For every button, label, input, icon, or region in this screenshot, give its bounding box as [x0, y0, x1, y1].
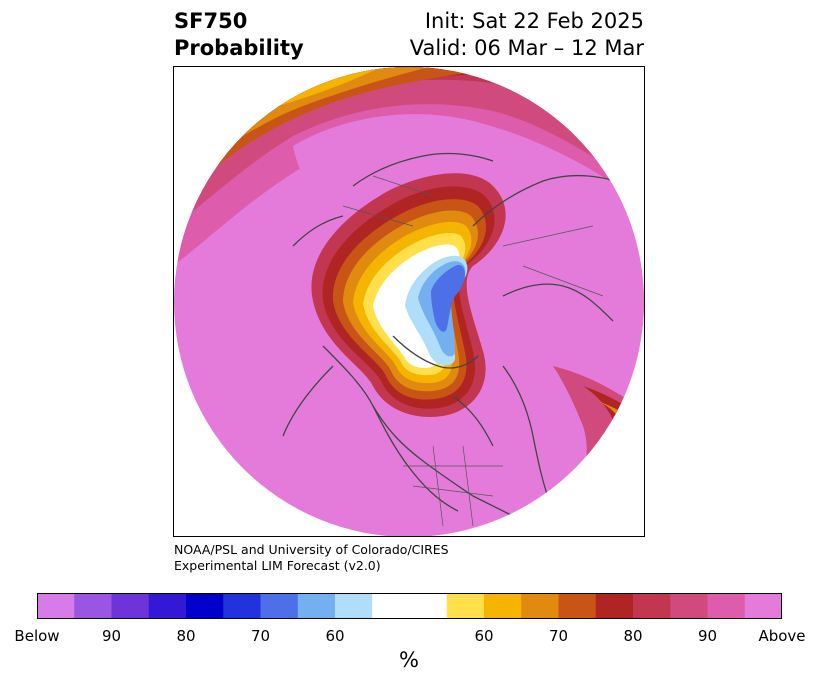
colorbar-tick-label: 70: [250, 627, 271, 645]
map-frame: [173, 66, 645, 537]
colorbar-tick-label: Above: [758, 627, 806, 645]
colorbar-segment: [521, 593, 559, 619]
colorbar-tick-label: 60: [474, 627, 494, 645]
colorbar-segment: [37, 593, 75, 619]
valid-range: Valid: 06 Mar – 12 Mar: [409, 36, 644, 60]
colorbar-tick-label: 70: [548, 627, 569, 645]
init-date: Init: Sat 22 Feb 2025: [424, 9, 644, 33]
colorbar-frame: [37, 593, 782, 619]
colorbar-tick-label: 60: [325, 627, 345, 645]
borders: [342, 175, 604, 527]
colorbar-segment: [297, 593, 336, 619]
title-variable: SF750: [174, 9, 248, 33]
colorbar-segment: [633, 593, 671, 619]
credit-line-1: NOAA/PSL and University of Colorado/CIRE…: [174, 542, 449, 557]
colorbar-tick-label: Below: [14, 627, 60, 645]
credit-line-2: Experimental LIM Forecast (v2.0): [174, 558, 381, 573]
colorbar: [37, 593, 782, 619]
colorbar-segment: [409, 593, 448, 619]
colorbar-segment: [186, 593, 224, 619]
colorbar-tick-label: 90: [101, 627, 122, 645]
probability-map: [173, 66, 645, 537]
colorbar-segment: [744, 593, 782, 619]
chart-title: SF750 Probability: [174, 8, 304, 62]
colorbar-segment: [707, 593, 746, 619]
forecast-dates: Init: Sat 22 Feb 2025 Valid: 06 Mar – 12…: [410, 8, 644, 62]
colorbar-segment: [484, 593, 522, 619]
colorbar-segment: [335, 593, 373, 619]
colorbar-segment: [372, 593, 410, 619]
colorbar-tick-label: 80: [623, 627, 643, 645]
colorbar-segment: [670, 593, 708, 619]
colorbar-segment: [148, 593, 187, 619]
colorbar-segment: [446, 593, 485, 619]
colorbar-tick-label: 80: [176, 627, 196, 645]
colorbar-segment: [595, 593, 634, 619]
colorbar-segment: [74, 593, 112, 619]
colorbar-segment: [260, 593, 299, 619]
colorbar-segment: [223, 593, 261, 619]
colorbar-segment: [111, 593, 150, 619]
colorbar-tick-label: 90: [697, 627, 718, 645]
colorbar-unit: %: [399, 648, 419, 672]
colorbar-segment: [558, 593, 597, 619]
title-type: Probability: [174, 36, 304, 60]
credit-text: NOAA/PSL and University of Colorado/CIRE…: [174, 542, 449, 574]
